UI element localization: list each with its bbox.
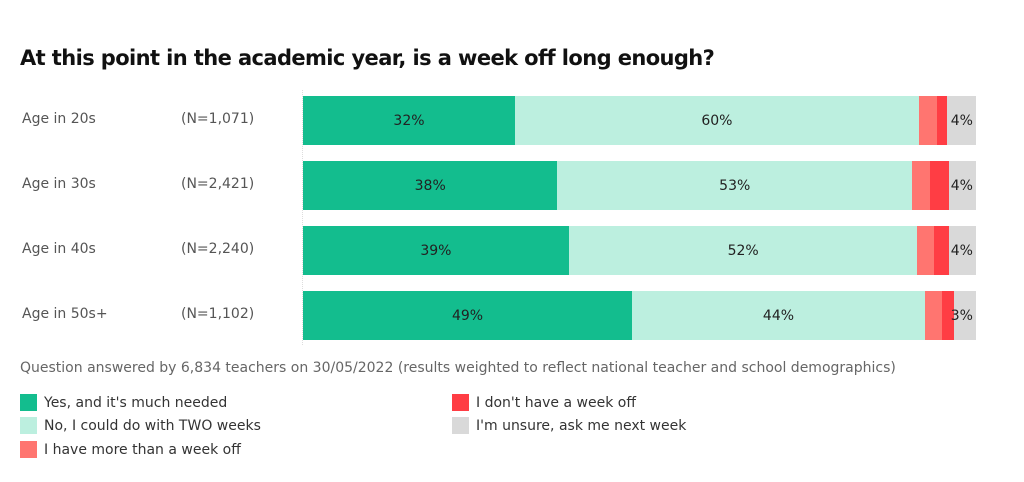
bar-segment: 53% [557, 161, 913, 210]
bar-segment [917, 226, 934, 275]
row-sample-size: (N=1,102) [181, 306, 255, 322]
legend-swatch-icon [20, 441, 37, 458]
stacked-bar: 49% 44% 3% [303, 291, 976, 340]
legend-swatch-icon [452, 417, 469, 434]
bar-segment [936, 96, 948, 145]
row-sample-size: (N=2,421) [181, 176, 255, 192]
row-label: Age in 20s [22, 111, 96, 127]
bar-segment [930, 161, 950, 210]
legend-label: I'm unsure, ask me next week [476, 417, 687, 434]
legend-label: Yes, and it's much needed [44, 394, 228, 411]
legend-item: Yes, and it's much needed [20, 394, 227, 411]
bar-segment: 32% [303, 96, 515, 145]
legend-label: I don't have a week off [476, 394, 636, 411]
legend-label: I have more than a week off [44, 441, 241, 458]
legend-item: I have more than a week off [20, 441, 241, 458]
bar-segment [912, 161, 931, 210]
row-sample-size: (N=1,071) [181, 111, 255, 127]
legend-item: I don't have a week off [452, 394, 636, 411]
bar-segment: 52% [568, 226, 918, 275]
bar-segment: 3% [951, 291, 976, 340]
bar-segment: 38% [303, 161, 558, 210]
baseline-axis [302, 90, 303, 345]
legend-swatch-icon [20, 394, 37, 411]
row-label: Age in 50s+ [22, 306, 108, 322]
survey-note: Question answered by 6,834 teachers on 3… [20, 360, 896, 376]
bar-segment: 4% [949, 226, 976, 275]
bar-segment: 44% [632, 291, 925, 340]
legend-label: No, I could do with TWO weeks [44, 417, 261, 434]
bar-segment: 4% [949, 161, 976, 210]
chart-title: At this point in the academic year, is a… [20, 46, 715, 70]
bar-segment: 39% [303, 226, 569, 275]
bar-segment [941, 291, 954, 340]
bar-segment: 4% [947, 96, 976, 145]
legend-item: I'm unsure, ask me next week [452, 417, 686, 434]
legend-swatch-icon [20, 417, 37, 434]
stacked-bar: 38% 53% 4% [303, 161, 976, 210]
legend-swatch-icon [452, 394, 469, 411]
stacked-bar: 32% 60% 4% [303, 96, 976, 145]
bar-segment: 60% [514, 96, 919, 145]
bar-segment: 49% [303, 291, 633, 340]
row-sample-size: (N=2,240) [181, 241, 255, 257]
row-label: Age in 40s [22, 241, 96, 257]
bar-segment [918, 96, 937, 145]
stacked-bar: 39% 52% 4% [303, 226, 976, 275]
row-label: Age in 30s [22, 176, 96, 192]
legend-item: No, I could do with TWO weeks [20, 417, 261, 434]
bar-segment [924, 291, 942, 340]
bar-segment [933, 226, 950, 275]
